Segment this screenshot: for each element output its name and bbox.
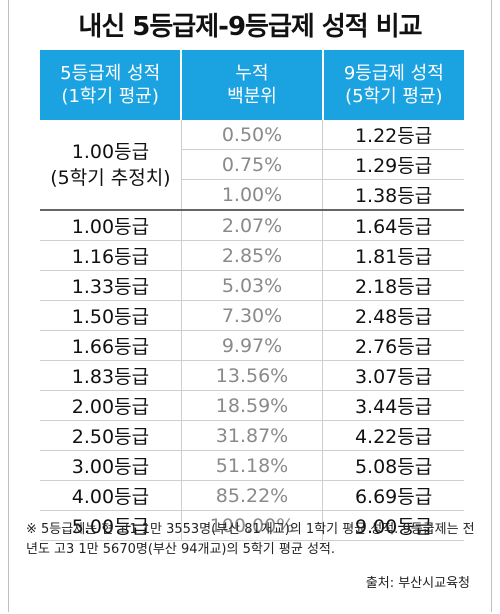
table-body: 1.00등급 (5학기 추정치) 0.50% 1.22등급 0.75% 1.29등급 1.0…: [40, 120, 464, 541]
grade5-cell: 4.00등급: [40, 480, 182, 511]
grade9-cell: 4.22등급: [322, 420, 464, 451]
header-9grade: 9등급제 성적 (5학기 평균): [321, 50, 464, 120]
percentile-cell: 85.22%: [180, 480, 324, 511]
table-row: 1.00등급 2.07% 1.64등급: [40, 210, 464, 241]
percentile-cell: 0.75%: [180, 149, 324, 180]
table-row: 4.00등급 85.22% 6.69등급: [40, 480, 464, 511]
grade5-cell: 1.16등급: [40, 240, 182, 271]
percentile-cell: 51.18%: [180, 450, 324, 481]
percentile-cell: 13.56%: [180, 360, 324, 391]
grade5-cell: 5.00등급: [40, 510, 182, 541]
header-label: 5등급제 성적: [60, 63, 161, 84]
table-row: 1.50등급 7.30% 2.48등급: [40, 300, 464, 331]
grade5-value: 1.00등급: [71, 140, 150, 163]
grade9-cell: 1.38등급: [322, 179, 464, 211]
percentile-cell: 2.07%: [180, 210, 324, 241]
grade5-cell: 1.33등급: [40, 270, 182, 301]
header-5grade: 5등급제 성적 (1학기 평균): [40, 50, 182, 120]
page-title: 내신 5등급제-9등급제 성적 비교: [78, 12, 422, 42]
header-label: 9등급제 성적: [343, 63, 444, 84]
percentile-cell: 100.00%: [180, 510, 324, 541]
grade9-cell: 1.22등급: [322, 120, 464, 150]
table-row: 3.00등급 51.18% 5.08등급: [40, 450, 464, 481]
header-label: 백분위: [227, 86, 277, 107]
grade9-cell: 2.76등급: [322, 330, 464, 361]
source: 출처: 부산시교육청: [365, 576, 470, 591]
grade5-cell: 3.00등급: [40, 450, 182, 481]
grade9-cell: 3.07등급: [322, 360, 464, 391]
table-row: 5.00등급 100.00% 9.00등급: [40, 510, 464, 541]
grade9-cell: 2.48등급: [322, 300, 464, 331]
percentile-cell: 31.87%: [180, 420, 324, 451]
grade-comparison-table: 5등급제 성적 (1학기 평균) 누적 백분위 9등급제 성적 (5학기 평균) 1.…: [40, 50, 464, 541]
grade5-cell: 2.00등급: [40, 390, 182, 421]
table-row: 1.33등급 5.03% 2.18등급: [40, 270, 464, 301]
header-label: (1학기 평균): [61, 86, 159, 107]
grade5-cell: 2.50등급: [40, 420, 182, 451]
grade5-cell: 1.50등급: [40, 300, 182, 331]
percentile-cell: 1.00%: [180, 179, 324, 211]
grade9-cell: 2.18등급: [322, 270, 464, 301]
header-percentile: 누적 백분위: [180, 50, 323, 120]
table-row: 2.00등급 18.59% 3.44등급: [40, 390, 464, 421]
percentile-cell: 0.50%: [180, 120, 324, 150]
header-label: (5학기 평균): [345, 86, 443, 107]
table-row: 0.75% 1.29등급: [40, 149, 464, 180]
percentile-cell: 7.30%: [180, 300, 324, 331]
grade5-cell: 1.00등급 (5학기 추정치): [40, 120, 182, 211]
grade5-cell: 1.83등급: [40, 360, 182, 391]
table-row: 2.50등급 31.87% 4.22등급: [40, 420, 464, 451]
grade9-cell: 1.29등급: [322, 149, 464, 180]
footnote: ※ 5등급제는 현 고1 1만 3553명(부산 81개교)의 1학기 평균 성…: [26, 522, 475, 557]
frame: [8, 0, 492, 612]
grade9-cell: 3.44등급: [322, 390, 464, 421]
percentile-cell: 18.59%: [180, 390, 324, 421]
header-label: 누적: [235, 63, 269, 84]
grade5-note: (5학기 추정치): [50, 166, 171, 189]
grade9-cell: 1.64등급: [322, 210, 464, 241]
grade5-cell: 1.00등급: [40, 210, 182, 241]
header-row: 5등급제 성적 (1학기 평균) 누적 백분위 9등급제 성적 (5학기 평균): [40, 50, 464, 120]
table-row: 1.00등급 (5학기 추정치) 0.50% 1.22등급: [40, 120, 464, 211]
table-row: 1.16등급 2.85% 1.81등급: [40, 240, 464, 271]
percentile-cell: 2.85%: [180, 240, 324, 271]
table-row: 1.00% 1.38등급: [40, 179, 464, 211]
table-row: 1.83등급 13.56% 3.07등급: [40, 360, 464, 391]
grade9-cell: 1.81등급: [322, 240, 464, 271]
grade9-cell: 5.08등급: [322, 450, 464, 481]
grade9-cell: 6.69등급: [322, 480, 464, 511]
table-row: 1.66등급 9.97% 2.76등급: [40, 330, 464, 361]
percentile-cell: 9.97%: [180, 330, 324, 361]
grade5-cell: 1.66등급: [40, 330, 182, 361]
grade9-cell: 9.00등급: [322, 510, 464, 541]
percentile-cell: 5.03%: [180, 270, 324, 301]
